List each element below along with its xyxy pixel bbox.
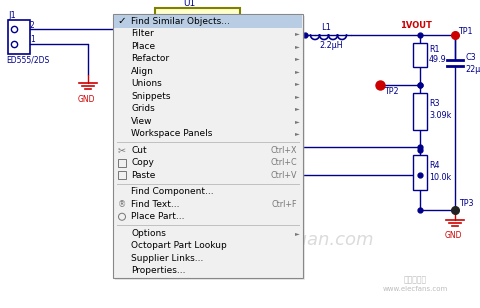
Text: www.elecfans.com: www.elecfans.com — [383, 286, 448, 292]
Text: ►: ► — [295, 106, 300, 111]
Text: Options: Options — [131, 229, 166, 238]
Text: 4: 4 — [256, 86, 261, 95]
Bar — [118, 159, 126, 167]
Bar — [413, 43, 427, 67]
Text: GND: GND — [219, 114, 237, 123]
Text: Unions: Unions — [131, 79, 162, 88]
Text: Properties...: Properties... — [131, 266, 185, 275]
Text: ►: ► — [295, 69, 300, 74]
Text: ►: ► — [295, 31, 300, 36]
Text: Octopart Part Lookup: Octopart Part Lookup — [131, 241, 227, 250]
Bar — [118, 171, 126, 179]
Text: 电子发烧网: 电子发烧网 — [403, 275, 427, 285]
Text: U1: U1 — [183, 0, 195, 7]
Text: 1: 1 — [30, 35, 35, 44]
Bar — [413, 155, 427, 190]
Text: Copy: Copy — [131, 158, 154, 167]
Text: ®: ® — [118, 200, 126, 209]
Text: Find Text...: Find Text... — [131, 200, 180, 209]
Text: Supplier Links...: Supplier Links... — [131, 254, 204, 263]
Text: L1: L1 — [321, 22, 331, 31]
Text: VFB: VFB — [222, 86, 237, 95]
Bar — [114, 15, 302, 27]
Text: 22μF: 22μF — [465, 66, 480, 75]
Text: ►: ► — [295, 119, 300, 124]
Bar — [413, 93, 427, 130]
Text: Cut: Cut — [131, 146, 146, 155]
Text: ✓: ✓ — [118, 16, 126, 26]
Text: ►: ► — [295, 131, 300, 136]
Text: 10.0k: 10.0k — [429, 172, 451, 181]
Text: SW: SW — [225, 30, 237, 39]
Text: EN: EN — [158, 58, 169, 67]
Text: TP1: TP1 — [458, 26, 472, 35]
Text: TP3: TP3 — [459, 198, 473, 208]
Text: Workspace Panels: Workspace Panels — [131, 129, 212, 138]
Text: 1: 1 — [256, 114, 261, 123]
Text: Ctrl+X: Ctrl+X — [271, 146, 297, 155]
Text: 2: 2 — [30, 21, 35, 30]
Text: Place: Place — [131, 42, 155, 51]
Text: GND: GND — [445, 232, 463, 241]
Text: GND: GND — [78, 95, 96, 103]
Text: 1VOUT: 1VOUT — [400, 22, 432, 30]
Text: 电源网: 电源网 — [154, 177, 202, 203]
Text: 2.2μH: 2.2μH — [319, 40, 343, 50]
Text: Paste: Paste — [131, 171, 156, 180]
Text: ►: ► — [295, 231, 300, 236]
Text: ►: ► — [295, 44, 300, 49]
Text: 6: 6 — [256, 54, 261, 63]
Text: Grids: Grids — [131, 104, 155, 113]
Text: Ctrl+C: Ctrl+C — [270, 158, 297, 167]
Bar — [113, 14, 303, 278]
Text: ►: ► — [295, 81, 300, 86]
Text: ED555/2DS: ED555/2DS — [6, 55, 49, 64]
Text: R1: R1 — [429, 46, 440, 55]
Text: TP2: TP2 — [384, 87, 398, 95]
Text: View: View — [131, 117, 153, 126]
Text: Filter: Filter — [131, 29, 154, 38]
Text: ✂: ✂ — [118, 145, 126, 155]
Text: Place Part...: Place Part... — [131, 212, 184, 221]
Text: J1: J1 — [8, 11, 16, 21]
Text: DianYuan.com: DianYuan.com — [246, 231, 374, 249]
Text: R4: R4 — [429, 160, 440, 169]
Text: Find Component...: Find Component... — [131, 187, 214, 196]
Text: 0.1μF: 0.1μF — [269, 75, 291, 83]
Text: 3.09k: 3.09k — [429, 111, 451, 120]
Circle shape — [126, 138, 230, 242]
Text: Ctrl+V: Ctrl+V — [271, 171, 297, 180]
Text: Refactor: Refactor — [131, 54, 169, 63]
Text: ►: ► — [295, 94, 300, 99]
Text: VBST: VBST — [217, 54, 237, 63]
Bar — [8, 20, 30, 54]
Text: Align: Align — [131, 67, 154, 76]
Text: R3: R3 — [429, 99, 440, 107]
Text: Snippets: Snippets — [131, 92, 170, 101]
Text: ►: ► — [295, 56, 300, 61]
Text: C3: C3 — [465, 54, 476, 63]
Bar — [155, 8, 240, 138]
Text: C2: C2 — [269, 58, 280, 67]
Bar — [115, 16, 305, 280]
Text: Ctrl+F: Ctrl+F — [272, 200, 297, 209]
Text: 2: 2 — [256, 30, 261, 39]
Text: PS563201DDCR: PS563201DDCR — [157, 139, 218, 148]
Text: 49.9: 49.9 — [429, 55, 447, 64]
Text: VIN: VIN — [158, 30, 172, 39]
Text: Find Similar Objects...: Find Similar Objects... — [131, 17, 230, 26]
